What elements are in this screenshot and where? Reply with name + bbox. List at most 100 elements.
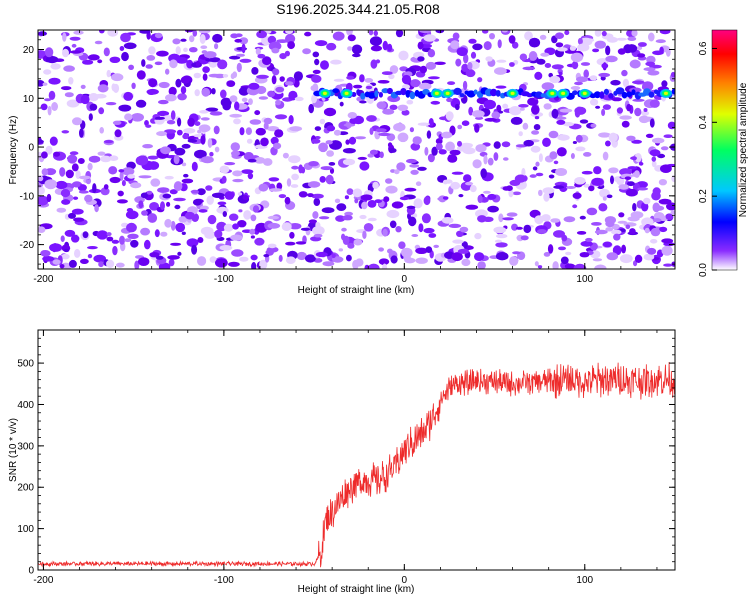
noise-blob [298,191,308,198]
colorbar-tick-label: 0.2 [698,189,709,203]
noise-blob [115,262,125,268]
noise-blob [214,73,226,79]
noise-blob [528,51,538,61]
noise-blob [412,80,421,87]
noise-blob [608,132,618,143]
y-tick-label: 200 [17,483,34,494]
noise-blob [552,261,559,269]
noise-blob [40,250,51,257]
noise-blob [167,255,180,260]
noise-blob [87,54,100,61]
noise-blob [351,44,363,55]
noise-blob [89,103,98,111]
noise-blob [394,169,400,175]
noise-blob [491,111,501,119]
band-blob [599,91,605,99]
noise-blob [325,140,333,145]
noise-blob [232,223,240,230]
noise-blob [186,59,194,69]
noise-blob [666,202,675,211]
noise-blob [333,129,341,136]
x-tick-label: 100 [576,274,593,285]
noise-blob [535,161,540,167]
noise-blob [134,260,140,269]
colorbar-tick-label: 0.4 [698,115,709,129]
noise-blob [181,178,194,184]
noise-blob [177,251,182,256]
colorbar-frame [711,29,738,271]
noise-blob [93,254,106,263]
band-blob [625,91,633,98]
noise-blob [637,187,649,191]
noise-blob [519,53,528,61]
noise-blob [649,149,661,157]
noise-blob [649,118,655,128]
noise-blob [553,230,565,238]
noise-blob [112,120,122,126]
noise-blob [605,227,614,232]
noise-blob [274,129,284,138]
noise-blob [590,123,597,128]
noise-blob [211,88,216,95]
noise-blob [64,229,76,237]
hot-spot-core [434,91,439,96]
noise-blob [194,149,207,159]
noise-blob [595,105,601,109]
noise-blob [44,98,52,102]
noise-blob [626,44,638,53]
noise-blob [647,247,657,255]
noise-blob [214,229,223,239]
noise-blob [207,138,213,148]
noise-blob [118,169,125,173]
noise-blob [272,68,280,76]
noise-blob [293,71,303,81]
noise-blob [121,180,126,187]
noise-blob [428,233,437,238]
noise-blob [249,119,262,125]
noise-blob [138,175,152,179]
noise-blob [94,204,99,213]
noise-blob [425,246,433,254]
noise-blob [423,34,437,42]
noise-blob [605,220,615,228]
noise-blob [629,59,641,69]
noise-blob [237,220,247,228]
noise-blob [87,254,93,259]
noise-blob [123,91,134,101]
noise-blob [61,130,70,134]
noise-blob [537,265,543,269]
hot-spot-core [550,91,555,96]
noise-blob [279,53,287,60]
noise-blob [308,103,315,114]
noise-blob [570,52,584,63]
noise-blob [97,84,109,93]
noise-blob [512,251,521,255]
noise-blob [374,130,381,140]
noise-blob [606,252,619,261]
noise-blob [239,127,245,136]
noise-blob [189,35,195,43]
noise-blob [80,258,89,264]
noise-blob [579,215,586,220]
noise-blob [575,146,586,152]
noise-blob [238,86,250,96]
noise-blob [477,215,487,223]
noise-blob [379,151,384,159]
noise-blob [670,210,675,215]
noise-blob [197,237,204,243]
noise-blob [48,90,56,100]
noise-blob [574,177,586,185]
noise-blob [135,155,149,166]
noise-blob [126,222,137,233]
noise-blob [569,45,577,51]
noise-blob [485,56,493,62]
noise-blob [100,187,110,196]
noise-blob [289,126,303,132]
noise-blob [581,170,593,175]
noise-blob [493,141,501,149]
noise-blob [372,181,379,189]
noise-blob [62,32,67,42]
noise-blob [311,193,324,199]
noise-blob [209,151,214,157]
noise-blob [62,48,69,58]
